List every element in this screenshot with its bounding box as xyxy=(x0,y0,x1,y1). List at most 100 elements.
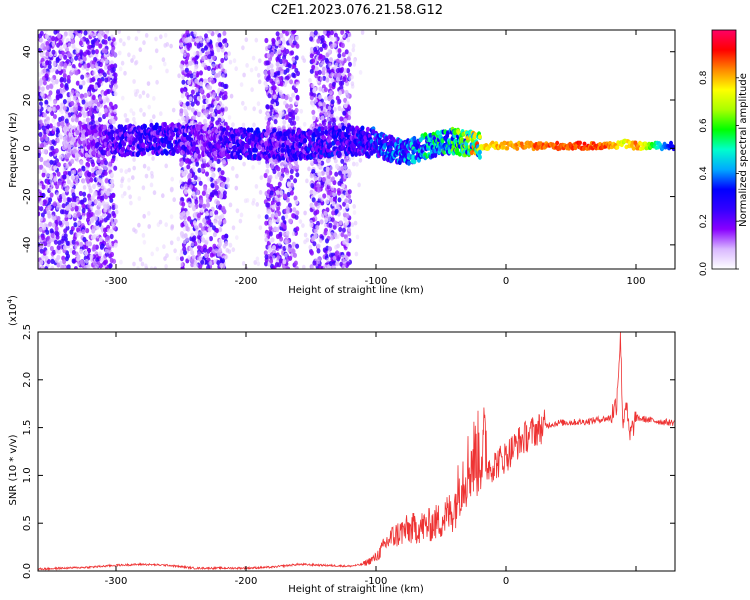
noise-cell xyxy=(192,179,196,185)
noise-cell xyxy=(193,32,198,37)
noise-cell xyxy=(190,258,195,264)
noise-cell xyxy=(271,41,276,47)
noise-cell xyxy=(92,244,97,250)
noise-cell xyxy=(346,251,351,257)
noise-cell xyxy=(40,212,45,218)
signal-cell xyxy=(265,127,270,133)
noise-cell xyxy=(60,238,65,244)
noise-cell xyxy=(190,107,195,113)
noise-cell xyxy=(192,114,196,120)
noise-cell xyxy=(345,241,350,247)
noise-cell xyxy=(87,200,92,206)
noise-cell xyxy=(220,182,225,188)
noise-cell xyxy=(317,202,322,208)
noise-cell xyxy=(183,214,187,220)
signal-cell xyxy=(141,142,146,149)
noise-cell xyxy=(292,207,297,213)
noise-cell xyxy=(97,34,102,40)
noise-cell xyxy=(60,109,64,115)
noise-cell xyxy=(45,250,49,255)
noise-cell xyxy=(275,100,280,107)
noise-cell xyxy=(111,221,115,227)
noise-cell xyxy=(205,171,209,177)
noise-cell xyxy=(149,182,154,188)
noise-cell xyxy=(190,101,195,107)
noise-cell xyxy=(316,38,321,44)
noise-cell xyxy=(149,266,154,269)
noise-cell xyxy=(208,260,213,266)
noise-cell xyxy=(292,40,297,46)
noise-cell xyxy=(330,99,335,105)
noise-cell xyxy=(271,204,276,210)
noise-cell xyxy=(312,115,317,121)
noise-cell xyxy=(87,74,91,80)
noise-cell xyxy=(113,109,117,115)
noise-cell xyxy=(265,60,270,66)
noise-cell xyxy=(307,166,311,172)
noise-cell xyxy=(209,43,214,49)
noise-cell xyxy=(311,58,316,64)
signal-cell xyxy=(278,130,283,137)
noise-cell xyxy=(51,80,56,86)
noise-cell xyxy=(333,64,338,70)
signal-cell xyxy=(272,128,277,134)
noise-cell xyxy=(193,66,198,72)
noise-cell xyxy=(311,235,316,241)
noise-cell xyxy=(217,117,222,123)
noise-cell xyxy=(38,211,41,217)
noise-cell xyxy=(346,68,351,74)
noise-cell xyxy=(341,183,346,189)
noise-cell xyxy=(293,195,298,201)
noise-cell xyxy=(104,248,109,254)
noise-cell xyxy=(180,48,185,54)
noise-cell xyxy=(43,121,48,127)
noise-cell xyxy=(271,115,276,120)
noise-cell xyxy=(193,175,198,181)
noise-cell xyxy=(154,48,159,54)
noise-cell xyxy=(199,199,204,205)
noise-cell xyxy=(103,165,108,171)
noise-cell xyxy=(311,197,316,203)
noise-cell xyxy=(345,30,350,34)
noise-cell xyxy=(120,176,125,182)
noise-cell xyxy=(319,219,324,225)
noise-cell xyxy=(194,78,199,84)
noise-cell xyxy=(38,91,41,97)
noise-cell xyxy=(40,86,45,92)
noise-cell xyxy=(42,199,47,205)
noise-cell xyxy=(291,241,296,247)
noise-cell xyxy=(305,237,310,243)
noise-cell xyxy=(313,159,318,165)
noise-cell xyxy=(63,182,67,188)
noise-cell xyxy=(88,185,92,191)
noise-cell xyxy=(142,112,146,117)
noise-cell xyxy=(268,231,273,237)
noise-cell xyxy=(38,116,41,121)
noise-cell xyxy=(58,45,63,51)
noise-cell xyxy=(309,250,314,256)
noise-cell xyxy=(216,158,221,164)
noise-cell xyxy=(243,198,248,204)
noise-cell xyxy=(343,68,348,73)
noise-cell xyxy=(203,55,208,61)
noise-cell xyxy=(314,201,319,207)
noise-cell xyxy=(259,175,264,181)
noise-cell xyxy=(206,202,210,208)
noise-cell xyxy=(144,263,148,269)
noise-cell xyxy=(275,107,279,113)
noise-cell xyxy=(94,49,99,55)
noise-cell xyxy=(106,88,111,95)
noise-cell xyxy=(132,157,136,163)
noise-cell xyxy=(288,111,292,117)
noise-cell xyxy=(350,81,355,87)
noise-cell xyxy=(75,49,79,55)
noise-cell xyxy=(39,200,44,206)
signal-cell xyxy=(195,148,200,154)
noise-cell xyxy=(52,126,57,132)
noise-cell xyxy=(110,67,115,73)
noise-cell xyxy=(270,51,274,58)
noise-cell xyxy=(276,166,281,172)
noise-cell xyxy=(85,176,90,182)
noise-cell xyxy=(82,56,87,62)
noise-cell xyxy=(96,106,100,112)
